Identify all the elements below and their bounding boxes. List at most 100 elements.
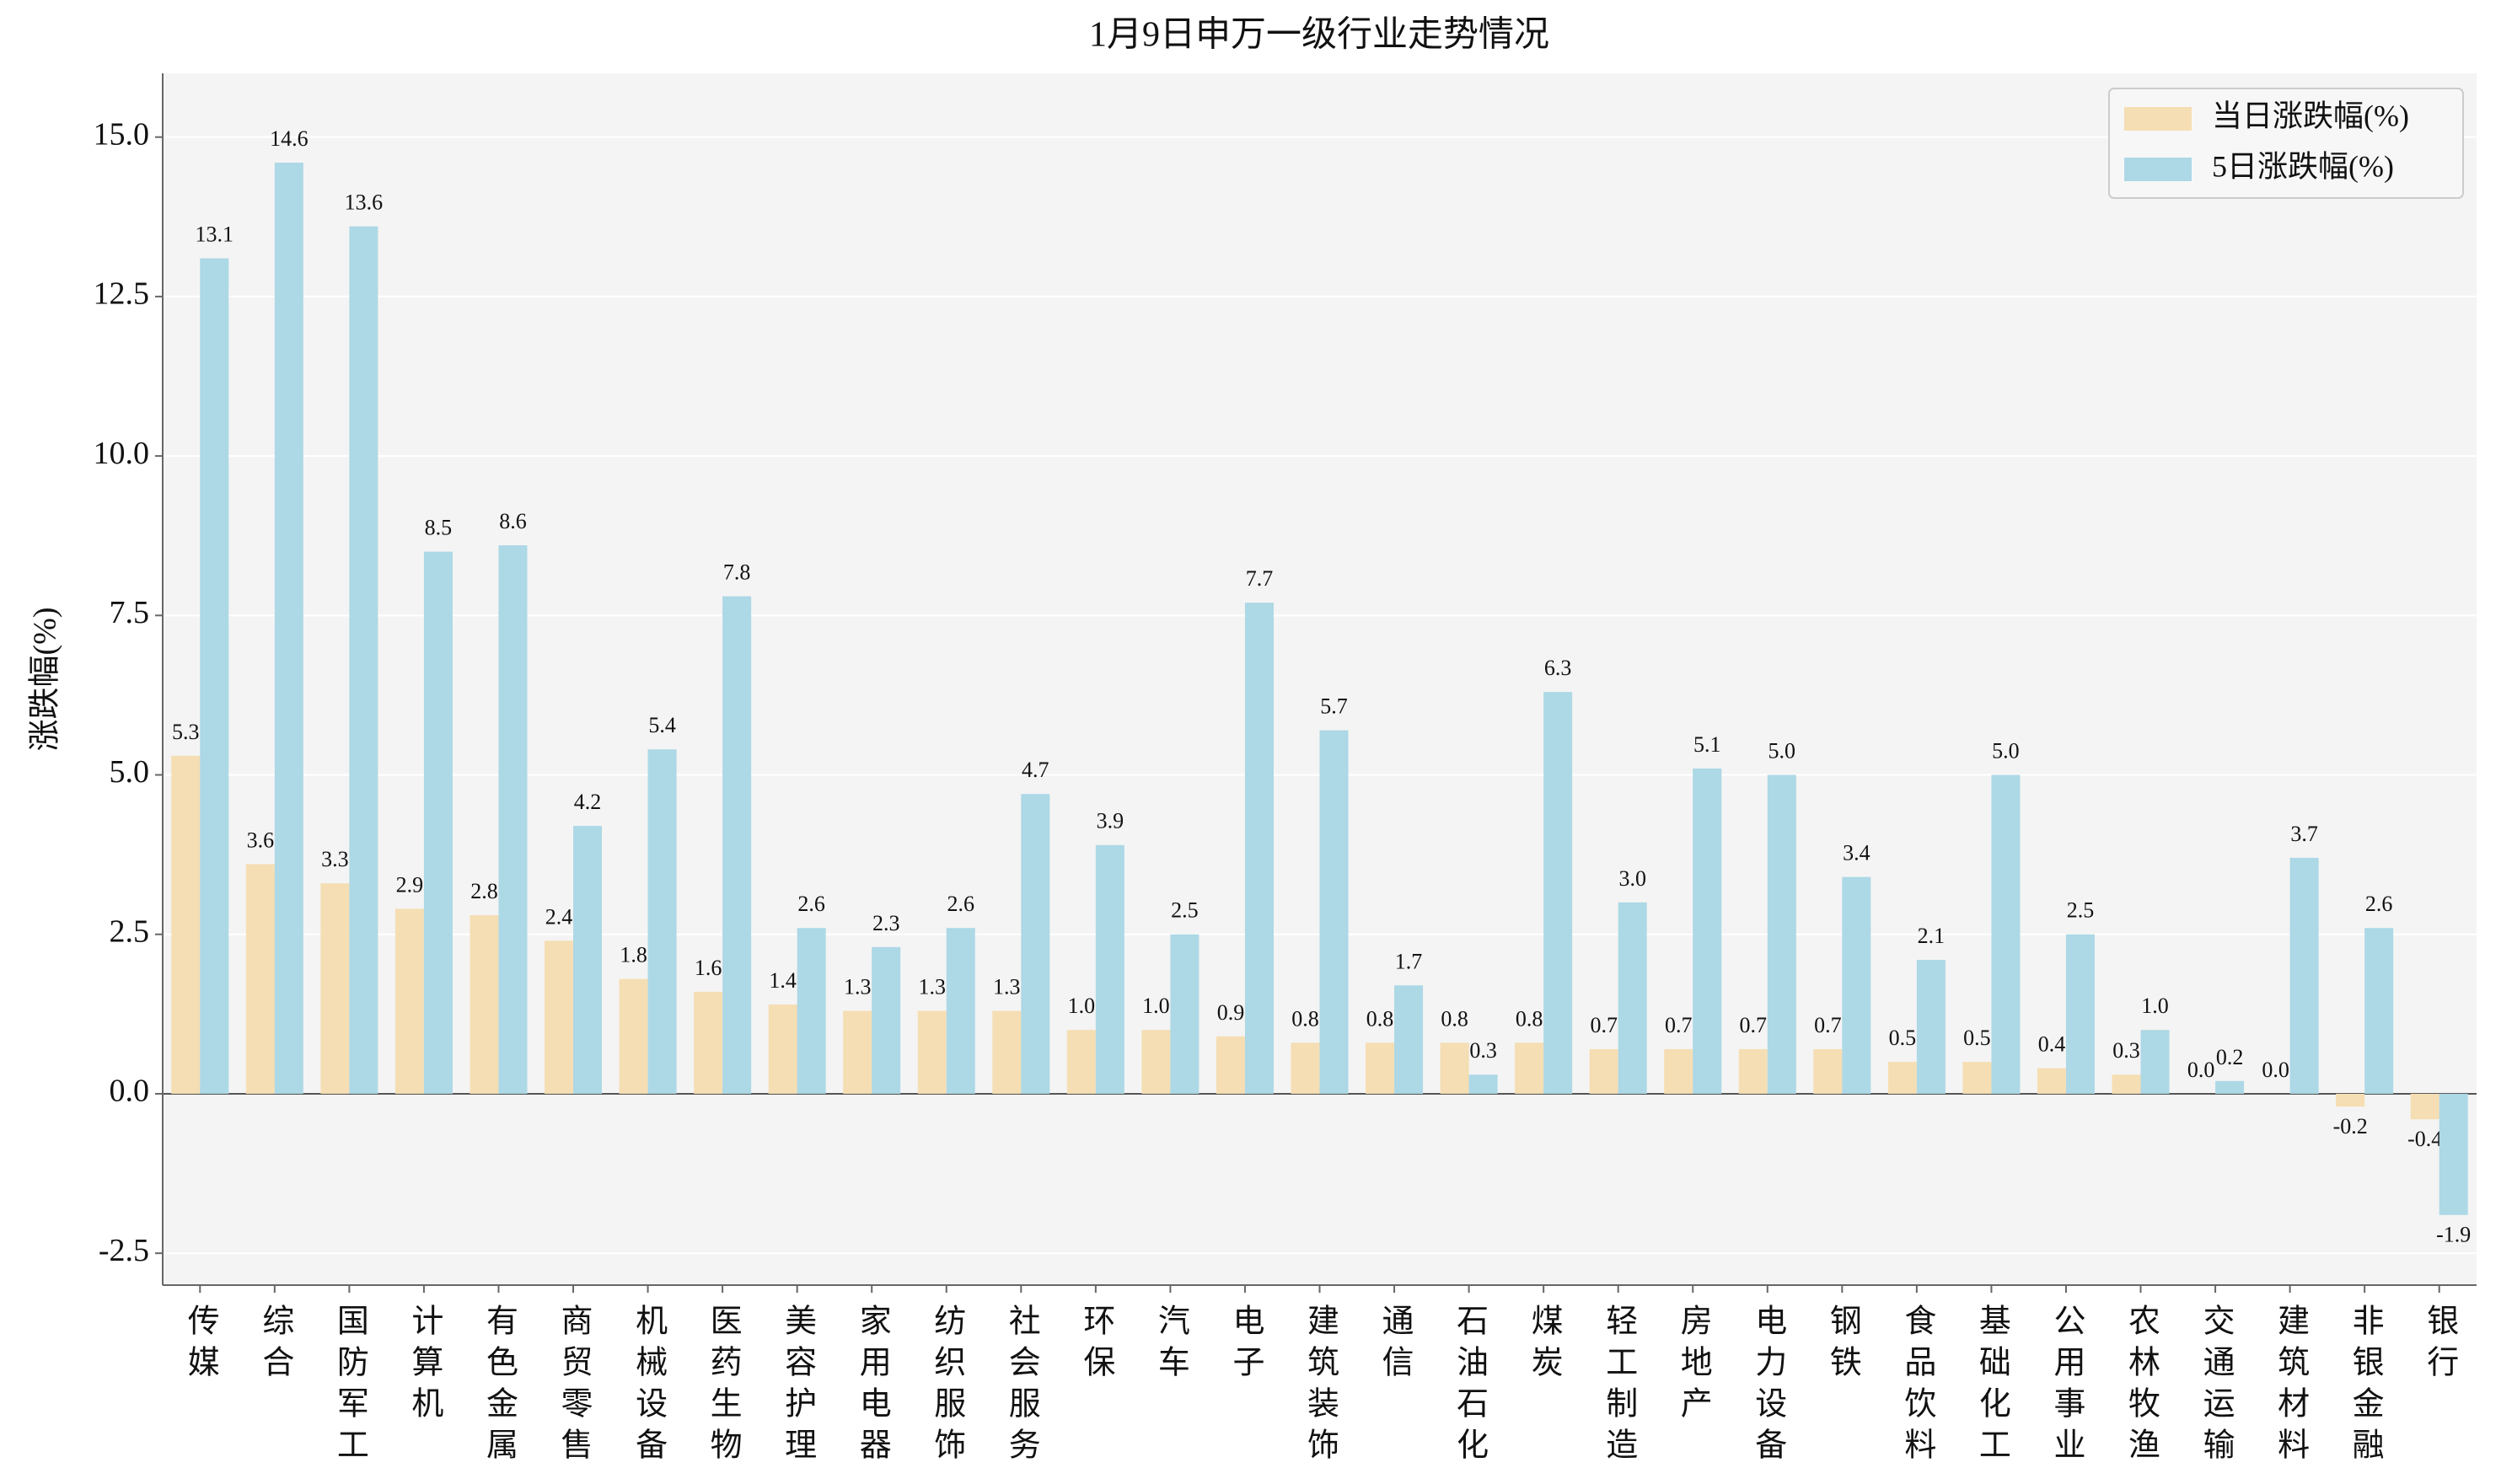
bar xyxy=(2112,1074,2141,1094)
x-tick-label: 美容护理 xyxy=(780,1304,816,1469)
y-tick-label: 10.0 xyxy=(94,436,150,471)
y-tick-label: 15.0 xyxy=(94,116,150,152)
bar xyxy=(349,226,378,1094)
x-tick-label: 轻工制造 xyxy=(1601,1304,1637,1469)
bar xyxy=(1021,794,1050,1094)
bar xyxy=(1440,1042,1469,1094)
value-label: 5.4 xyxy=(648,713,676,737)
x-tick-label: 基础化工 xyxy=(1973,1304,2010,1469)
x-tick-label: 家用电器 xyxy=(854,1304,890,1469)
value-label: 0.5 xyxy=(1963,1026,1991,1050)
value-label: 4.7 xyxy=(1022,758,1049,782)
value-label: 4.2 xyxy=(574,790,602,814)
bar xyxy=(872,946,901,1094)
value-label: 3.7 xyxy=(2290,822,2318,846)
value-label: 5.0 xyxy=(1768,738,1796,763)
value-label: 2.9 xyxy=(396,872,424,897)
value-label: 0.7 xyxy=(1665,1013,1693,1037)
value-label: 1.0 xyxy=(1068,994,1096,1018)
bar xyxy=(1618,902,1647,1094)
x-tick-label: 传媒 xyxy=(182,1304,219,1386)
bar xyxy=(1887,1062,1917,1094)
value-label: 7.7 xyxy=(1246,566,1274,591)
bar xyxy=(1366,1042,1395,1094)
bar xyxy=(1394,985,1424,1094)
value-label: 1.0 xyxy=(1142,994,1170,1018)
value-label: 1.4 xyxy=(769,968,797,993)
bar xyxy=(573,826,603,1094)
value-label: 2.6 xyxy=(947,892,975,916)
value-label: 3.0 xyxy=(1618,866,1646,891)
bar xyxy=(2140,1030,2170,1094)
value-label: 7.8 xyxy=(723,560,751,585)
legend-label: 当日涨跌幅(%) xyxy=(2212,99,2409,132)
value-label: 0.8 xyxy=(1366,1006,1394,1031)
value-label: 2.1 xyxy=(1918,924,1946,948)
legend-swatch xyxy=(2124,158,2192,181)
x-tick-label: 国防军工 xyxy=(331,1304,368,1469)
value-label: 0.3 xyxy=(1469,1038,1497,1063)
y-tick-label: 2.5 xyxy=(110,913,150,949)
x-tick-label: 农林牧渔 xyxy=(2123,1304,2160,1469)
bar xyxy=(171,755,201,1094)
value-label: 8.6 xyxy=(499,509,527,533)
value-label: 1.3 xyxy=(844,975,872,999)
bar xyxy=(1468,1074,1498,1094)
x-tick-label: 通信 xyxy=(1377,1304,1413,1386)
value-label: 6.3 xyxy=(1544,656,1572,680)
value-label: 0.5 xyxy=(1889,1026,1917,1050)
x-tick-label: 食品饮料 xyxy=(1899,1304,1936,1469)
x-tick-label: 商贸零售 xyxy=(555,1304,592,1469)
value-label: 0.3 xyxy=(2112,1038,2140,1063)
value-label: -0.2 xyxy=(2333,1114,2368,1138)
x-tick-label: 房地产 xyxy=(1675,1304,1711,1428)
value-label: 8.5 xyxy=(425,516,453,540)
bar xyxy=(1589,1048,1618,1094)
bar xyxy=(1767,774,1796,1094)
y-tick-label: 5.0 xyxy=(110,754,150,790)
x-tick-label: 石油石化 xyxy=(1452,1304,1489,1469)
value-label: 1.3 xyxy=(993,975,1021,999)
bar xyxy=(1216,1036,1245,1094)
bar xyxy=(2065,934,2095,1094)
bar xyxy=(1693,768,1722,1094)
bar xyxy=(1543,692,1573,1094)
value-label: 0.0 xyxy=(2187,1058,2215,1082)
value-label: 1.8 xyxy=(620,943,647,967)
bar xyxy=(2439,1093,2468,1215)
bar xyxy=(274,162,303,1094)
bar xyxy=(768,1004,797,1094)
chart-title: 1月9日申万一级行业走势情况 xyxy=(1089,16,1549,55)
bar xyxy=(1664,1048,1693,1094)
bar xyxy=(797,928,826,1094)
bar xyxy=(394,908,424,1094)
x-tick-label: 建筑材料 xyxy=(2273,1304,2310,1469)
value-label: 2.3 xyxy=(872,911,900,935)
value-label: 0.8 xyxy=(1516,1006,1543,1031)
x-tick-label: 交通运输 xyxy=(2198,1304,2234,1469)
value-label: 0.4 xyxy=(2038,1032,2066,1057)
value-label: -1.9 xyxy=(2436,1223,2471,1247)
value-label: 0.7 xyxy=(1814,1013,1842,1037)
bar xyxy=(2037,1068,2066,1094)
y-axis-label: 涨跌幅(%) xyxy=(28,608,63,752)
bar xyxy=(1319,730,1349,1094)
bar xyxy=(1291,1042,1320,1094)
x-tick-label: 银行 xyxy=(2422,1304,2459,1386)
bar xyxy=(992,1010,1022,1094)
bar xyxy=(946,928,975,1094)
x-tick-label: 非银金融 xyxy=(2347,1304,2383,1469)
bar xyxy=(1141,1030,1171,1094)
bar xyxy=(423,551,453,1094)
bar xyxy=(1244,603,1274,1094)
value-label: 0.0 xyxy=(2262,1058,2289,1082)
bar xyxy=(1095,844,1124,1094)
bar xyxy=(619,978,648,1094)
value-label: 2.5 xyxy=(1171,898,1199,923)
value-label: 0.2 xyxy=(2216,1045,2244,1069)
bar xyxy=(722,596,752,1094)
x-tick-label: 煤炭 xyxy=(1526,1304,1562,1386)
x-tick-label: 公用事业 xyxy=(2048,1304,2085,1469)
bar xyxy=(1842,876,1871,1094)
